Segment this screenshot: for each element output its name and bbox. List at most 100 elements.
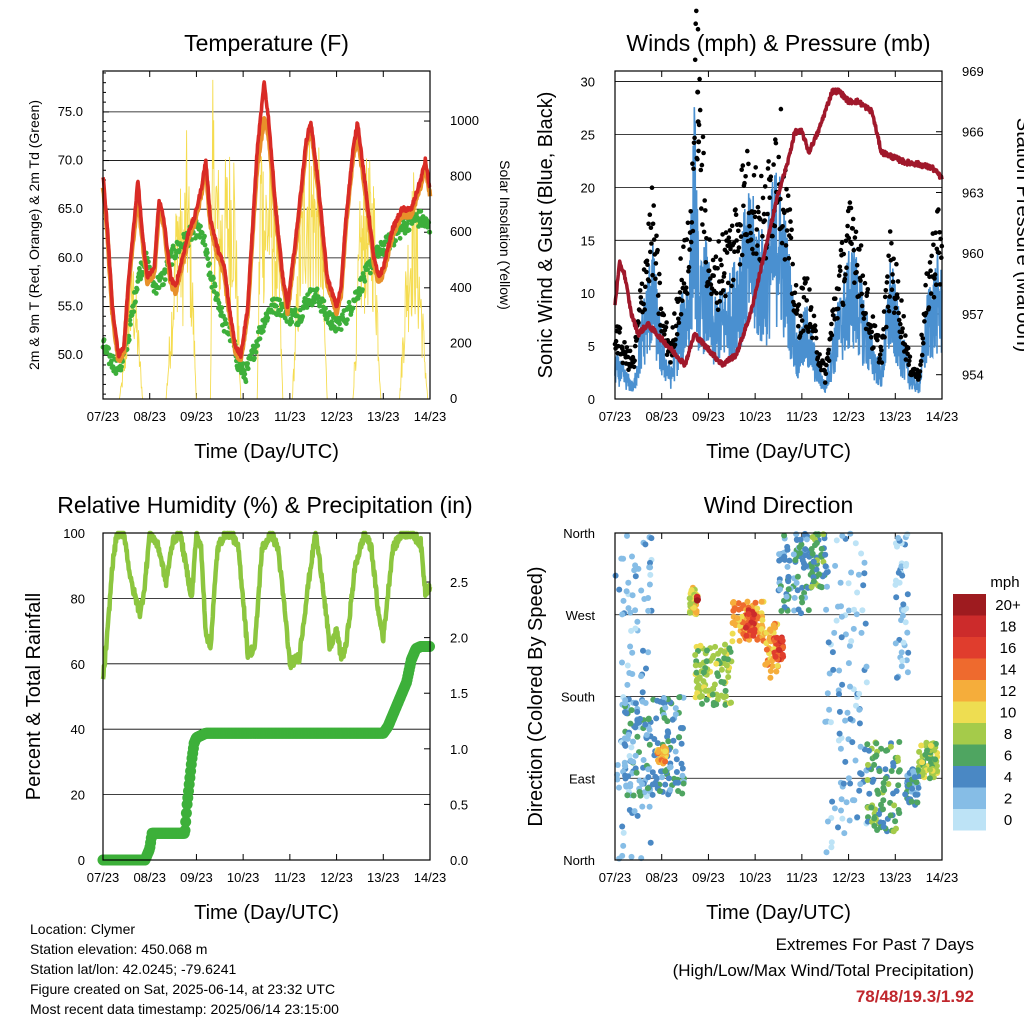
gust-point (868, 324, 873, 330)
gust-point (786, 255, 792, 261)
gust-point (622, 340, 627, 345)
gust-point (922, 319, 927, 324)
direction-point (860, 582, 867, 589)
gust-point (785, 193, 791, 198)
direction-point (774, 662, 781, 669)
direction-point (743, 632, 750, 639)
y-axis-label: 2m & 9m T (Red, Orange) & 2m Td (Green) (26, 100, 42, 370)
gust-point (657, 280, 663, 286)
direction-point (658, 768, 664, 775)
gust-point (859, 303, 865, 309)
direction-point (857, 743, 864, 750)
gust-point (695, 26, 701, 32)
direction-point (714, 696, 721, 703)
direction-point (810, 558, 817, 565)
gust-point (695, 89, 701, 95)
gust-point (736, 228, 741, 234)
dewpoint-point (158, 275, 164, 280)
legend-label: 18 (1000, 619, 1017, 636)
dewpoint-point (202, 242, 208, 248)
y2-tick-label: 966 (962, 125, 984, 140)
direction-point (670, 737, 677, 744)
gust-point (751, 173, 757, 178)
direction-point (922, 751, 929, 758)
direction-point (643, 665, 649, 672)
direction-point (662, 748, 669, 755)
gust-point (661, 312, 667, 318)
gust-point (699, 206, 704, 211)
legend-label: 0 (1004, 812, 1012, 829)
gust-point (836, 286, 841, 292)
direction-point (626, 807, 633, 813)
gust-point (899, 329, 905, 335)
gust-point (734, 238, 739, 243)
gust-point (876, 333, 881, 338)
direction-point (855, 571, 862, 578)
gust-point (676, 316, 681, 322)
plot-frame (614, 532, 943, 861)
gust-point (811, 313, 817, 319)
direction-point (667, 786, 674, 793)
y-tick-label: 10 (581, 286, 595, 301)
dewpoint-point (205, 256, 211, 262)
direction-point (812, 542, 818, 549)
precip-point (180, 807, 192, 819)
direction-point (625, 605, 632, 612)
gust-point (699, 162, 705, 168)
dewpoint-point (126, 337, 132, 343)
direction-point (784, 546, 791, 553)
gust-point (882, 294, 888, 300)
direction-point (901, 607, 907, 614)
legend-swatch (953, 680, 986, 702)
dewpoint-point (215, 292, 220, 298)
gust-point (794, 311, 799, 316)
gust-point (703, 260, 709, 265)
humidity-panel: Relative Humidity (%) & Precipitation (i… (23, 492, 473, 924)
direction-point (837, 745, 844, 752)
gust-point (739, 252, 745, 258)
legend-label: 14 (1000, 662, 1017, 679)
y-axis-label: Direction (Colored By Speed) (525, 566, 547, 826)
direction-point (852, 757, 859, 764)
gust-point (929, 253, 934, 259)
gust-point (754, 251, 759, 256)
dewpoint-point (207, 261, 212, 267)
direction-point (838, 634, 845, 641)
direction-point (776, 551, 783, 558)
direction-point (773, 668, 780, 675)
gust-point (894, 261, 899, 267)
gust-point (845, 223, 850, 229)
gust-point (887, 229, 893, 234)
direction-point (833, 537, 840, 544)
direction-point (859, 607, 866, 614)
gust-point (646, 278, 652, 284)
extremes-block: Extremes For Past 7 Days (High/Low/Max W… (673, 932, 974, 1010)
gust-point (748, 237, 754, 242)
direction-point (662, 758, 669, 765)
x-axis-label: Time (Day/UTC) (194, 902, 339, 924)
direction-point (679, 772, 686, 779)
direction-point (888, 768, 895, 774)
direction-point (842, 758, 849, 765)
direction-point (822, 563, 829, 570)
gust-point (923, 282, 928, 288)
gust-point (668, 360, 673, 365)
legend-label: 2 (1004, 791, 1012, 808)
direction-point (672, 705, 679, 712)
gust-point (824, 362, 829, 368)
gust-point (722, 271, 727, 276)
gust-point (830, 313, 836, 318)
y-tick-label: 25 (581, 127, 595, 142)
direction-point (767, 674, 774, 681)
gust-point (765, 211, 770, 217)
direction-point (932, 756, 939, 763)
direction-point (654, 740, 661, 747)
dewpoint-point (128, 322, 133, 327)
direction-point (781, 532, 788, 539)
direction-point (883, 747, 889, 754)
direction-point (773, 634, 780, 641)
direction-point (636, 789, 643, 795)
direction-point (874, 787, 881, 794)
direction-point (919, 759, 926, 766)
gust-point (854, 262, 860, 268)
